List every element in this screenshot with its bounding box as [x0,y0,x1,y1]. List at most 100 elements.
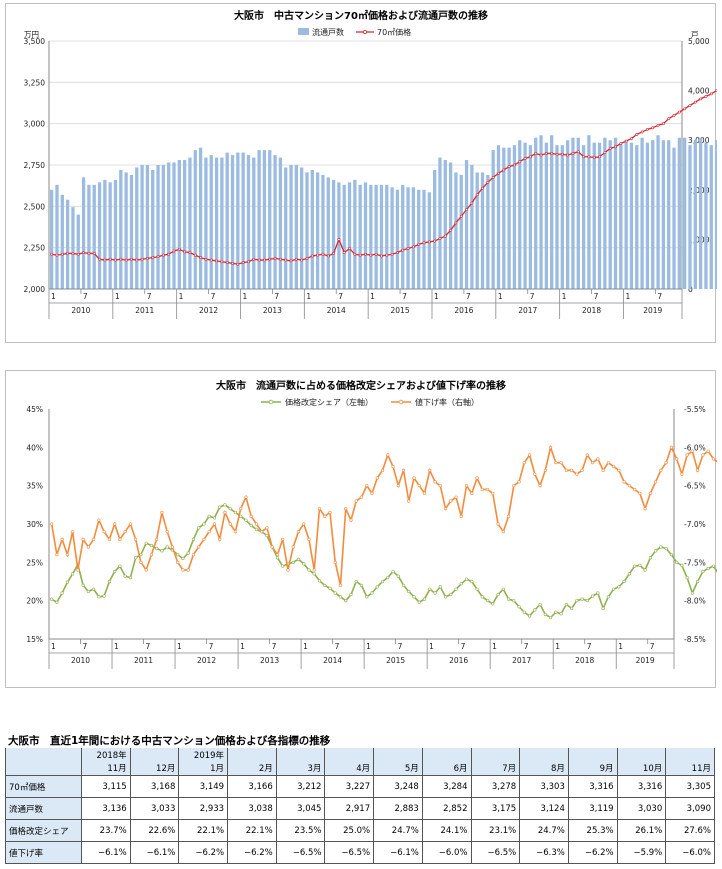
revision-share-point [711,564,715,568]
discount-rate-point [176,560,180,564]
discount-rate-point [501,530,505,534]
row-label: 価格改定シェア [5,819,82,842]
price-point [332,252,335,255]
bar-inventory [581,145,586,289]
discount-rate-point [60,537,64,541]
bar-inventory [363,182,368,289]
revision-share-point [522,610,526,614]
bar-inventory [156,165,160,289]
row-label: 値下げ率 [5,841,82,864]
price-point [465,208,468,212]
bar-inventory [714,140,717,289]
bar-inventory [220,157,224,289]
price-point [566,153,570,157]
table-cell: 2,852 [421,797,472,820]
discount-rate-point [233,530,238,534]
revision-share-point [265,533,269,538]
table-cell: 3,045 [275,797,326,820]
table-cell: −6.5% [470,841,521,864]
table-cell: 3,168 [129,775,180,798]
revision-share-point [302,562,306,566]
discount-rate-point [86,545,90,549]
price-point [646,128,649,131]
table-cell: −6.1% [373,841,423,864]
revision-share-point [202,522,206,526]
table-cell: 2,883 [373,797,423,820]
bar-inventory [454,172,458,289]
bar-inventory [353,179,357,289]
discount-rate-point [275,553,280,557]
price-point [598,155,601,159]
price-point [124,258,128,262]
discount-rate-point [249,514,253,518]
revision-share-point [480,595,484,599]
revision-share-point [144,541,148,545]
y-right-tick-label: -6.5% [684,482,706,491]
bar-inventory [518,140,522,289]
discount-rate-point [349,518,353,522]
revision-share-point [401,583,406,587]
revision-share-point [506,597,511,601]
bar-inventory [544,142,549,289]
bar-inventory [709,145,713,289]
bar-inventory [667,140,671,289]
revision-share-point [564,602,568,607]
revision-share-point [554,610,558,614]
x-month-label: 1 [51,642,56,651]
bar-inventory [560,145,564,289]
y-left-tick-label: 20% [26,597,43,606]
price-point [491,175,495,179]
discount-rate-point [323,514,327,518]
discount-rate-point [575,472,579,476]
table-cell: −6.2% [227,841,277,864]
x-month-label: 7 [402,292,407,301]
table-cell: 3,175 [470,797,521,820]
price-point [624,139,628,143]
revision-share-point [459,582,463,586]
year-header-cell [421,748,472,761]
discount-rate-point [454,495,458,499]
price-point [374,252,378,256]
bar-inventory [209,155,213,289]
revision-share-point [433,591,437,595]
discount-rate-point [522,461,526,465]
price-point [688,104,692,107]
x-month-label: 1 [177,642,182,651]
price-point [103,258,107,262]
revision-share-point [659,545,663,549]
bar-inventory [76,214,80,289]
revision-share-point [680,563,684,567]
revision-share-point [412,595,416,599]
revision-share-point [517,605,521,609]
x-month-label: 7 [466,292,471,301]
discount-rate-point [548,445,553,449]
bar-inventory [379,184,384,289]
x-month-label: 1 [625,292,630,301]
revision-share-point [375,585,379,589]
y-left-tick-label: 3,250 [24,78,46,87]
price-point [252,257,256,261]
revision-share-point [344,599,348,603]
bar-inventory [145,165,150,289]
bar-inventory [539,135,543,289]
price-point [683,107,687,111]
discount-rate-point [559,461,563,465]
bar-inventory [683,137,687,289]
bar-inventory [608,140,612,289]
y-left-tick-label: 3,000 [24,120,46,129]
price-point [502,168,506,172]
revision-share-point [675,560,679,564]
price-point [497,171,500,175]
bar-inventory [50,189,54,289]
price-point [92,252,96,255]
x-month-label: 1 [498,292,503,301]
price-point [544,152,548,155]
discount-rate-point [380,468,385,472]
year-header-cell [373,748,423,761]
discount-rate-point [139,560,143,564]
revision-share-point [149,543,154,548]
price-point [709,92,713,96]
bar-inventory [252,157,256,289]
discount-rate-point [401,468,406,472]
year-header-cell [616,748,667,761]
